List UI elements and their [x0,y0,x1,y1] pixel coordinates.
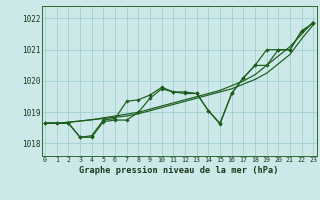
X-axis label: Graphe pression niveau de la mer (hPa): Graphe pression niveau de la mer (hPa) [79,166,279,175]
